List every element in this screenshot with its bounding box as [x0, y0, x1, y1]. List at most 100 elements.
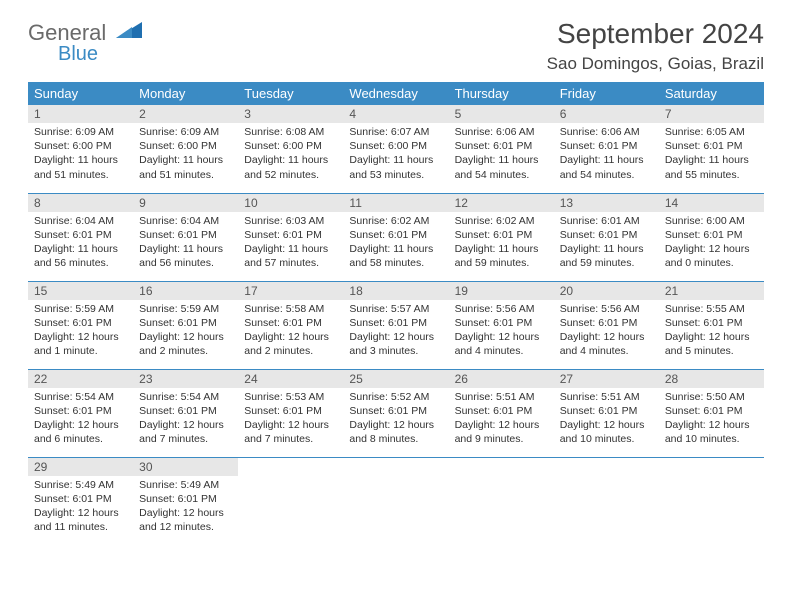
- sunrise-text: Sunrise: 6:04 AM: [34, 214, 127, 228]
- sunrise-text: Sunrise: 5:54 AM: [34, 390, 127, 404]
- daylight-text: Daylight: 12 hours and 3 minutes.: [349, 330, 442, 358]
- day-number: 27: [554, 370, 659, 388]
- daylight-text: Daylight: 12 hours and 9 minutes.: [455, 418, 548, 446]
- day-body: Sunrise: 5:56 AMSunset: 6:01 PMDaylight:…: [449, 300, 554, 363]
- sunrise-text: Sunrise: 5:52 AM: [349, 390, 442, 404]
- daylight-text: Daylight: 11 hours and 55 minutes.: [665, 153, 758, 181]
- calendar-day-cell: [238, 457, 343, 545]
- day-number: 28: [659, 370, 764, 388]
- sunset-text: Sunset: 6:00 PM: [244, 139, 337, 153]
- sunrise-text: Sunrise: 5:56 AM: [455, 302, 548, 316]
- calendar-day-cell: 20Sunrise: 5:56 AMSunset: 6:01 PMDayligh…: [554, 281, 659, 369]
- day-body: Sunrise: 5:59 AMSunset: 6:01 PMDaylight:…: [28, 300, 133, 363]
- sunrise-text: Sunrise: 5:50 AM: [665, 390, 758, 404]
- day-body: Sunrise: 6:07 AMSunset: 6:00 PMDaylight:…: [343, 123, 448, 186]
- day-body: Sunrise: 5:59 AMSunset: 6:01 PMDaylight:…: [133, 300, 238, 363]
- sunset-text: Sunset: 6:01 PM: [349, 316, 442, 330]
- sunset-text: Sunset: 6:01 PM: [560, 316, 653, 330]
- weekday-header: Sunday: [28, 82, 133, 105]
- weekday-header: Tuesday: [238, 82, 343, 105]
- day-body: Sunrise: 5:53 AMSunset: 6:01 PMDaylight:…: [238, 388, 343, 451]
- day-number: 9: [133, 194, 238, 212]
- day-number: 19: [449, 282, 554, 300]
- calendar-day-cell: 15Sunrise: 5:59 AMSunset: 6:01 PMDayligh…: [28, 281, 133, 369]
- calendar-day-cell: 23Sunrise: 5:54 AMSunset: 6:01 PMDayligh…: [133, 369, 238, 457]
- calendar-day-cell: 24Sunrise: 5:53 AMSunset: 6:01 PMDayligh…: [238, 369, 343, 457]
- weekday-header: Friday: [554, 82, 659, 105]
- daylight-text: Daylight: 12 hours and 2 minutes.: [244, 330, 337, 358]
- day-body: Sunrise: 5:56 AMSunset: 6:01 PMDaylight:…: [554, 300, 659, 363]
- calendar-day-cell: [554, 457, 659, 545]
- day-number: 18: [343, 282, 448, 300]
- sunset-text: Sunset: 6:01 PM: [665, 228, 758, 242]
- day-number: 22: [28, 370, 133, 388]
- calendar-day-cell: 25Sunrise: 5:52 AMSunset: 6:01 PMDayligh…: [343, 369, 448, 457]
- calendar-day-cell: 7Sunrise: 6:05 AMSunset: 6:01 PMDaylight…: [659, 105, 764, 193]
- page-title: September 2024: [547, 18, 764, 50]
- day-body: Sunrise: 6:06 AMSunset: 6:01 PMDaylight:…: [554, 123, 659, 186]
- calendar-day-cell: 26Sunrise: 5:51 AMSunset: 6:01 PMDayligh…: [449, 369, 554, 457]
- daylight-text: Daylight: 12 hours and 7 minutes.: [244, 418, 337, 446]
- calendar-day-cell: 10Sunrise: 6:03 AMSunset: 6:01 PMDayligh…: [238, 193, 343, 281]
- day-number: 5: [449, 105, 554, 123]
- daylight-text: Daylight: 12 hours and 2 minutes.: [139, 330, 232, 358]
- day-number: 20: [554, 282, 659, 300]
- daylight-text: Daylight: 12 hours and 5 minutes.: [665, 330, 758, 358]
- sunrise-text: Sunrise: 5:56 AM: [560, 302, 653, 316]
- calendar-day-cell: [343, 457, 448, 545]
- day-body: Sunrise: 5:49 AMSunset: 6:01 PMDaylight:…: [133, 476, 238, 539]
- sunset-text: Sunset: 6:01 PM: [665, 404, 758, 418]
- sunset-text: Sunset: 6:01 PM: [139, 404, 232, 418]
- day-number: 11: [343, 194, 448, 212]
- sunrise-text: Sunrise: 5:59 AM: [34, 302, 127, 316]
- calendar-day-cell: 27 Sunrise: 5:51 AMSunset: 6:01 PMDayligh…: [554, 369, 659, 457]
- sunset-text: Sunset: 6:00 PM: [349, 139, 442, 153]
- daylight-text: Daylight: 11 hours and 53 minutes.: [349, 153, 442, 181]
- day-body: Sunrise: 6:01 AMSunset: 6:01 PMDaylight:…: [554, 212, 659, 275]
- daylight-text: Daylight: 11 hours and 51 minutes.: [139, 153, 232, 181]
- calendar-day-cell: [449, 457, 554, 545]
- day-number: 21: [659, 282, 764, 300]
- day-body: Sunrise: 6:02 AMSunset: 6:01 PMDaylight:…: [343, 212, 448, 275]
- calendar-day-cell: 1Sunrise: 6:09 AMSunset: 6:00 PMDaylight…: [28, 105, 133, 193]
- weekday-header: Wednesday: [343, 82, 448, 105]
- sunrise-text: Sunrise: 6:06 AM: [560, 125, 653, 139]
- daylight-text: Daylight: 11 hours and 52 minutes.: [244, 153, 337, 181]
- sunrise-text: Sunrise: 5:51 AM: [560, 390, 653, 404]
- calendar-week-row: 1Sunrise: 6:09 AMSunset: 6:00 PMDaylight…: [28, 105, 764, 193]
- day-body: Sunrise: 5:50 AMSunset: 6:01 PMDaylight:…: [659, 388, 764, 451]
- day-body: Sunrise: 5:55 AMSunset: 6:01 PMDaylight:…: [659, 300, 764, 363]
- sunset-text: Sunset: 6:00 PM: [34, 139, 127, 153]
- calendar-day-cell: [659, 457, 764, 545]
- sunset-text: Sunset: 6:01 PM: [665, 316, 758, 330]
- day-body: Sunrise: 6:06 AMSunset: 6:01 PMDaylight:…: [449, 123, 554, 186]
- day-body: Sunrise: 6:09 AMSunset: 6:00 PMDaylight:…: [133, 123, 238, 186]
- logo-triangle-icon: [116, 20, 142, 40]
- sunrise-text: Sunrise: 6:09 AM: [139, 125, 232, 139]
- sunrise-text: Sunrise: 5:54 AM: [139, 390, 232, 404]
- sunset-text: Sunset: 6:01 PM: [560, 404, 653, 418]
- daylight-text: Daylight: 12 hours and 10 minutes.: [560, 418, 653, 446]
- sunrise-text: Sunrise: 6:02 AM: [349, 214, 442, 228]
- day-number: 30: [133, 458, 238, 476]
- daylight-text: Daylight: 11 hours and 54 minutes.: [560, 153, 653, 181]
- calendar-day-cell: 29Sunrise: 5:49 AMSunset: 6:01 PMDayligh…: [28, 457, 133, 545]
- day-number: 16: [133, 282, 238, 300]
- calendar-day-cell: 30Sunrise: 5:49 AMSunset: 6:01 PMDayligh…: [133, 457, 238, 545]
- day-body: Sunrise: 5:54 AMSunset: 6:01 PMDaylight:…: [133, 388, 238, 451]
- calendar-week-row: 29Sunrise: 5:49 AMSunset: 6:01 PMDayligh…: [28, 457, 764, 545]
- sunrise-text: Sunrise: 5:58 AM: [244, 302, 337, 316]
- sunrise-text: Sunrise: 6:02 AM: [455, 214, 548, 228]
- daylight-text: Daylight: 12 hours and 12 minutes.: [139, 506, 232, 534]
- day-body: Sunrise: 6:02 AMSunset: 6:01 PMDaylight:…: [449, 212, 554, 275]
- day-number: 17: [238, 282, 343, 300]
- calendar-day-cell: 18Sunrise: 5:57 AMSunset: 6:01 PMDayligh…: [343, 281, 448, 369]
- day-body: Sunrise: 5:54 AMSunset: 6:01 PMDaylight:…: [28, 388, 133, 451]
- sunset-text: Sunset: 6:01 PM: [244, 404, 337, 418]
- sunrise-text: Sunrise: 5:51 AM: [455, 390, 548, 404]
- day-number: 7: [659, 105, 764, 123]
- day-number: 23: [133, 370, 238, 388]
- daylight-text: Daylight: 11 hours and 51 minutes.: [34, 153, 127, 181]
- daylight-text: Daylight: 11 hours and 59 minutes.: [455, 242, 548, 270]
- daylight-text: Daylight: 11 hours and 54 minutes.: [455, 153, 548, 181]
